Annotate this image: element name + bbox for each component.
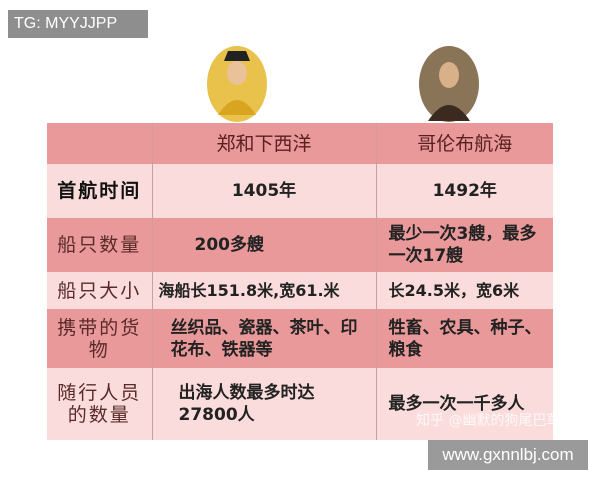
table-row: 船只大小 海船长151.8米,宽61.米 长24.5米，宽6米 <box>47 272 553 309</box>
cell-zheng: 丝织品、瓷器、茶叶、印花布、铁器等 <box>151 309 376 368</box>
table-row: 携带的货物 丝织品、瓷器、茶叶、印花布、铁器等 牲畜、农具、种子、粮食 <box>47 309 553 368</box>
header-columbus: 哥伦布航海 <box>375 123 553 164</box>
zheng-he-portrait <box>207 46 267 122</box>
cell-zheng: 海船长151.8米,宽61.米 <box>151 272 376 309</box>
cell-columbus: 最少一次3艘，最多一次17艘 <box>375 218 553 272</box>
cell-columbus: 长24.5米，宽6米 <box>375 272 553 309</box>
cell-zheng: 出海人数最多时达27800人 <box>151 368 376 440</box>
columbus-portrait <box>419 46 479 122</box>
header-empty <box>47 123 152 164</box>
table-row: 船只数量 200多艘 最少一次3艘，最多一次17艘 <box>47 218 553 272</box>
row-label: 船只数量 <box>47 218 152 272</box>
cell-zheng: 1405年 <box>151 164 376 218</box>
header-zheng-he: 郑和下西洋 <box>151 123 376 164</box>
cell-columbus: 牲畜、农具、种子、粮食 <box>375 309 553 368</box>
row-label: 首航时间 <box>47 164 152 218</box>
cell-zheng: 200多艘 <box>151 218 376 272</box>
cell-columbus: 1492年 <box>375 164 553 218</box>
row-label: 随行人员的数量 <box>47 368 152 440</box>
row-label: 船只大小 <box>47 272 152 309</box>
site-label: www.gxnnlbj.com <box>428 440 588 470</box>
cell-columbus: 最多一次一千多人 <box>375 368 553 440</box>
table-header-row: 郑和下西洋 哥伦布航海 <box>47 123 553 164</box>
watermark: 知乎 @幽默的狗尾巴草 <box>416 413 561 429</box>
row-label: 携带的货物 <box>47 309 152 368</box>
tg-label: TG: MYYJJPP <box>8 10 148 38</box>
comparison-table: 郑和下西洋 哥伦布航海 首航时间 1405年 1492年 船只数量 200多艘 … <box>47 123 553 440</box>
table-row: 随行人员的数量 出海人数最多时达27800人 最多一次一千多人 <box>47 368 553 440</box>
table-row: 首航时间 1405年 1492年 <box>47 164 553 218</box>
